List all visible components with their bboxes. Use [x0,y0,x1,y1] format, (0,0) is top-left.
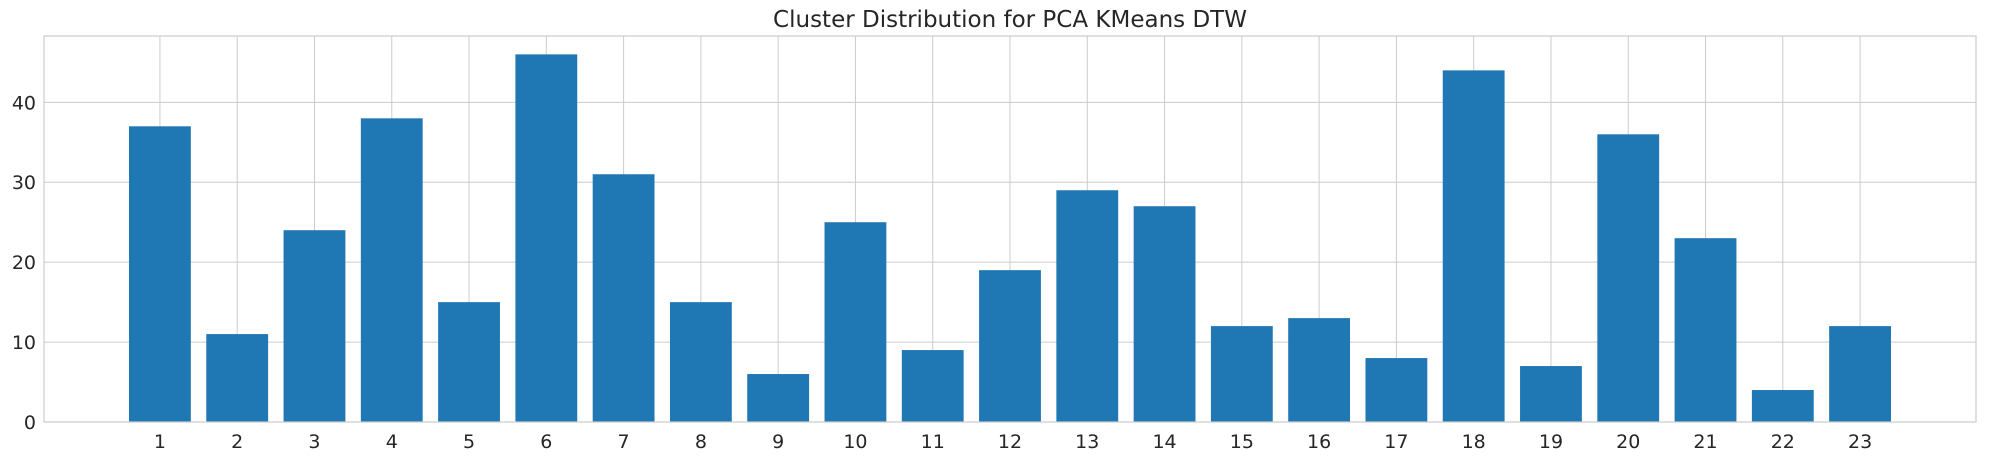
x-tick-label: 3 [308,431,320,453]
bar-cluster-22 [1751,390,1814,422]
x-tick-label: 1 [154,431,166,453]
bars [129,54,1891,423]
bar-cluster-5 [438,302,500,422]
x-tick-label: 11 [921,431,945,453]
x-tick-label: 18 [1462,431,1486,453]
x-tick-label: 6 [540,431,552,453]
bar-cluster-19 [1520,366,1582,422]
x-tick-label: 12 [998,431,1022,453]
chart-title: Cluster Distribution for PCA KMeans DTW [773,7,1247,33]
y-tick-label: 0 [24,412,36,434]
x-tick-label: 4 [386,431,398,453]
x-tick-label: 7 [618,431,630,453]
x-tick-label: 5 [463,431,475,453]
bar-cluster-6 [515,54,578,422]
x-tick-labels: 1 2 3 4 5 6 7 8 9 10 11 12 13 14 15 16 17 18 19 20 21 22 23 [154,431,1872,453]
x-tick-label: 8 [695,431,707,453]
bar-cluster-8 [669,302,732,422]
bar-cluster-12 [979,270,1041,422]
x-tick-label: 23 [1848,431,1872,453]
bar-cluster-20 [1597,134,1660,422]
y-tick-labels: 0 10 20 30 40 [12,92,36,434]
bar-cluster-17 [1365,358,1428,422]
x-tick-label: 19 [1539,431,1563,453]
x-tick-label: 22 [1771,431,1795,453]
x-tick-label: 21 [1693,431,1717,453]
bar-cluster-4 [360,118,423,422]
x-tick-label: 17 [1384,431,1408,453]
bar-cluster-10 [824,222,887,422]
x-tick-label: 16 [1307,431,1331,453]
bar-cluster-11 [901,350,964,422]
x-tick-label: 15 [1230,431,1254,453]
bar-cluster-2 [206,334,269,422]
bar-cluster-23 [1829,326,1891,422]
bar-cluster-21 [1674,238,1737,422]
y-tick-label: 20 [12,252,36,274]
bar-cluster-1 [129,126,191,422]
bar-cluster-16 [1288,318,1351,422]
x-tick-label: 13 [1075,431,1099,453]
bar-cluster-15 [1210,326,1273,422]
bar-cluster-9 [747,374,810,422]
x-tick-label: 2 [231,431,243,453]
x-tick-label: 14 [1152,431,1176,453]
bar-cluster-18 [1442,70,1505,423]
axes [43,35,1977,423]
bar-cluster-7 [592,174,655,422]
bar-cluster-3 [283,230,346,422]
bar-cluster-14 [1133,206,1196,422]
bar-cluster-13 [1056,190,1119,422]
y-tick-label: 40 [12,92,36,114]
x-tick-label: 10 [843,431,867,453]
x-tick-label: 9 [772,431,784,453]
axes-frame [43,35,1977,423]
y-tick-label: 10 [12,332,36,354]
x-tick-label: 20 [1616,431,1640,453]
y-tick-label: 30 [12,172,36,194]
